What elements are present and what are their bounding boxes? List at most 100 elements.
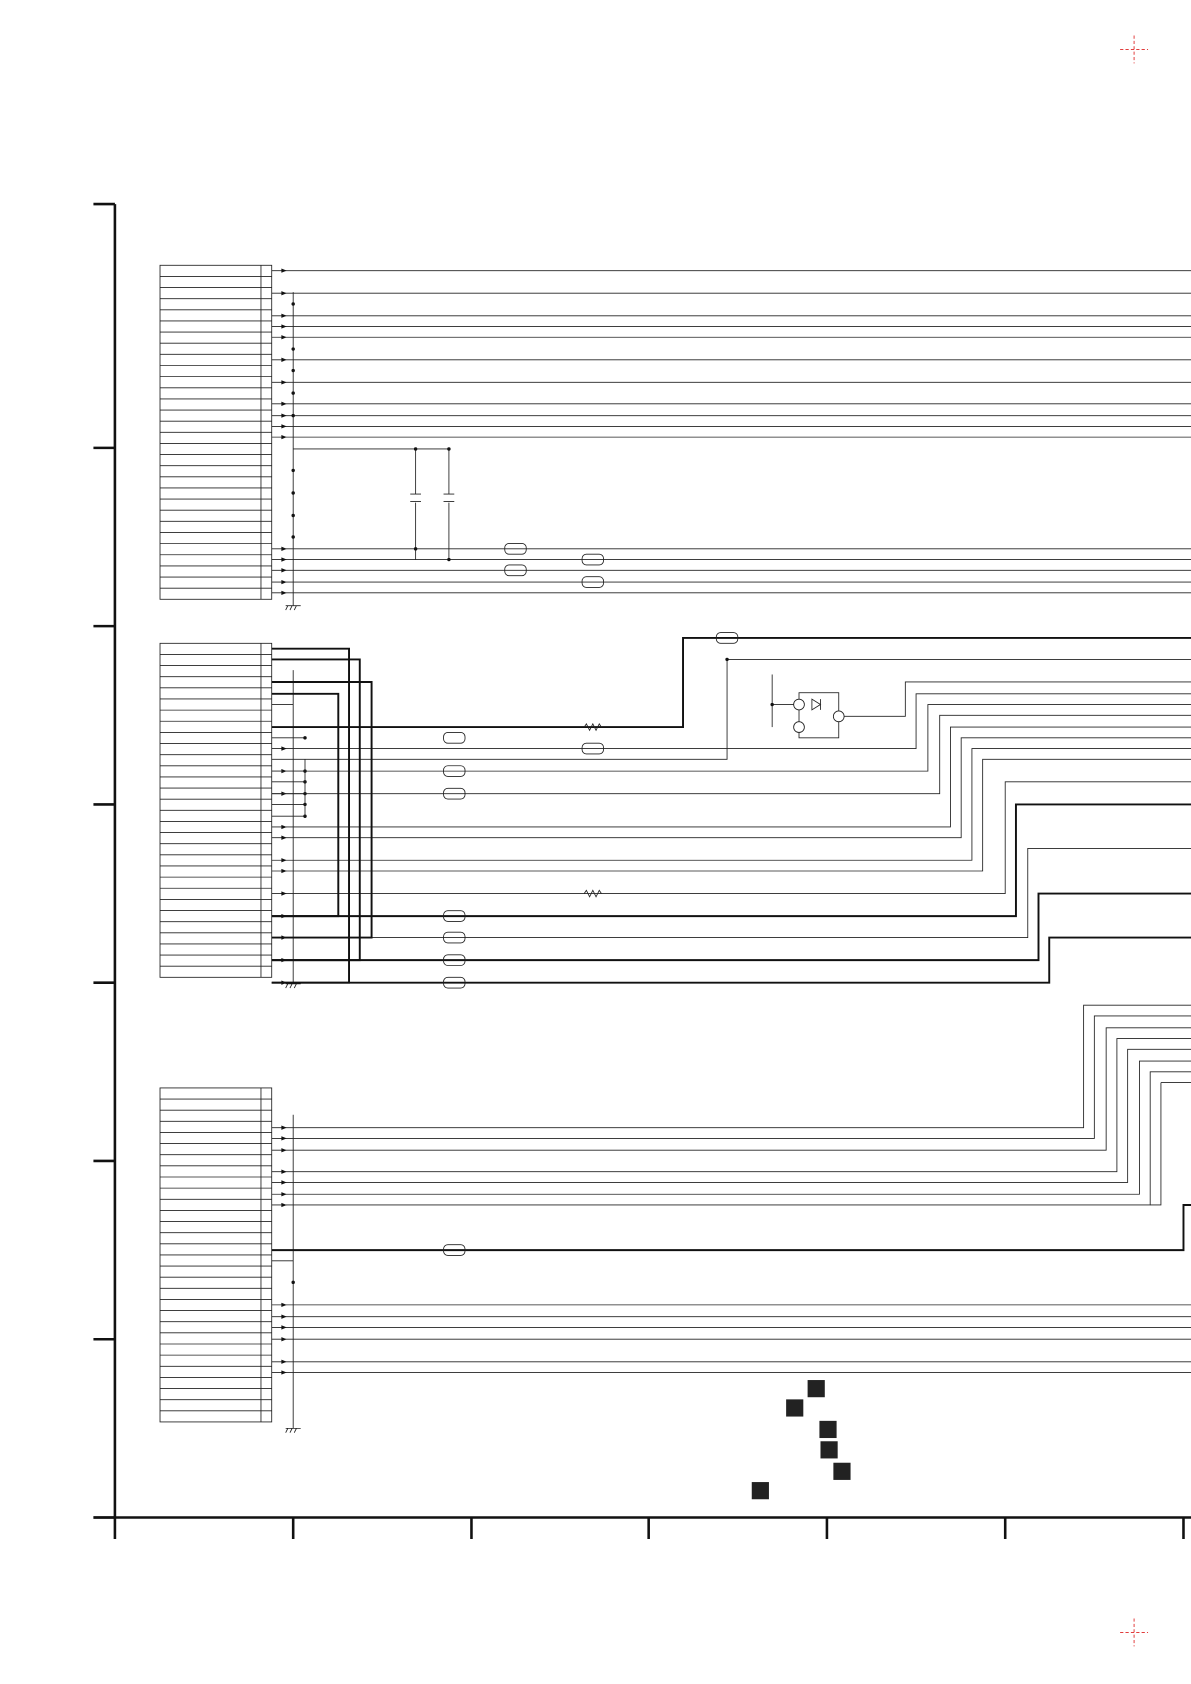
pin-arrow bbox=[281, 590, 287, 595]
pin-arrow bbox=[281, 891, 287, 896]
pin-arrow bbox=[281, 434, 287, 440]
wire bbox=[271, 726, 1191, 828]
wire bbox=[271, 758, 1191, 872]
connector bbox=[159, 642, 301, 989]
wire bbox=[271, 1060, 1191, 1195]
wire bbox=[271, 737, 1191, 839]
ferrite bbox=[443, 976, 466, 989]
pin-arrow bbox=[281, 1302, 287, 1308]
marker bbox=[807, 1380, 825, 1398]
wire bbox=[271, 748, 1191, 861]
pin-arrow bbox=[281, 380, 287, 385]
pin-arrow bbox=[281, 557, 287, 562]
ground bbox=[285, 1427, 301, 1433]
wire bbox=[271, 803, 1191, 918]
junction bbox=[291, 1280, 295, 1285]
wire bbox=[271, 1004, 1191, 1129]
pin-arrow bbox=[281, 568, 287, 573]
frame bbox=[93, 202, 1191, 1539]
wire bbox=[1150, 1082, 1162, 1206]
junction bbox=[447, 447, 451, 451]
pin-arrow bbox=[281, 1202, 287, 1208]
pin-arrow bbox=[281, 1337, 287, 1342]
capacitor bbox=[443, 493, 455, 502]
wire bbox=[271, 892, 1191, 962]
ferrite bbox=[443, 1244, 466, 1256]
ferrite bbox=[504, 543, 527, 555]
wire bbox=[271, 659, 728, 760]
junction bbox=[291, 413, 295, 418]
wire bbox=[271, 704, 1191, 772]
pin-arrow bbox=[281, 1125, 287, 1130]
pin-arrow bbox=[281, 413, 287, 418]
ferrite bbox=[581, 742, 604, 755]
pin-arrow bbox=[281, 1370, 287, 1375]
ferrite bbox=[581, 576, 604, 588]
wire bbox=[271, 714, 1191, 795]
marker bbox=[833, 1462, 851, 1480]
junction bbox=[291, 468, 295, 473]
terminal bbox=[793, 698, 805, 711]
pin-arrow bbox=[281, 324, 287, 329]
pin-arrow bbox=[281, 858, 287, 863]
pin-arrow bbox=[281, 313, 287, 318]
ferrite bbox=[443, 910, 466, 922]
ferrite bbox=[443, 732, 466, 744]
wire bbox=[271, 647, 350, 984]
pin-arrow bbox=[281, 868, 287, 874]
terminal bbox=[793, 721, 805, 733]
ferrite bbox=[443, 931, 466, 944]
pin-arrow bbox=[281, 546, 287, 551]
junction bbox=[291, 302, 295, 306]
capacitor bbox=[410, 493, 421, 502]
pin-arrow bbox=[281, 1148, 287, 1153]
junction bbox=[413, 547, 418, 551]
pin-arrow bbox=[281, 1169, 287, 1174]
pin-arrow bbox=[281, 1325, 287, 1330]
junction bbox=[413, 447, 418, 451]
junction bbox=[291, 347, 295, 351]
diode bbox=[811, 698, 822, 711]
crop-mark bbox=[1120, 35, 1149, 1647]
pin-arrow bbox=[281, 1136, 287, 1141]
wire bbox=[271, 692, 340, 918]
pin-arrow bbox=[281, 1180, 287, 1185]
pin-arrow bbox=[281, 1359, 287, 1364]
pin-arrow bbox=[281, 291, 287, 296]
wire bbox=[271, 848, 1191, 939]
junction bbox=[303, 736, 307, 740]
ferrite bbox=[443, 787, 466, 800]
pin-arrow bbox=[281, 824, 287, 830]
ferrite bbox=[581, 553, 604, 566]
wire bbox=[271, 1027, 1191, 1151]
ground bbox=[285, 605, 301, 611]
ferrite bbox=[715, 632, 739, 644]
wire bbox=[271, 1015, 1191, 1139]
wire bbox=[271, 636, 1191, 729]
junction bbox=[291, 491, 295, 495]
wire bbox=[271, 658, 361, 962]
wire bbox=[271, 936, 1191, 984]
pin-arrow bbox=[281, 1192, 287, 1197]
wire bbox=[271, 693, 1191, 749]
junction bbox=[291, 513, 295, 518]
ferrite bbox=[443, 765, 466, 777]
pin-arrow bbox=[281, 401, 287, 406]
connector bbox=[159, 264, 301, 611]
pin-arrow bbox=[281, 357, 287, 362]
junction bbox=[447, 557, 451, 562]
marker bbox=[751, 1482, 769, 1500]
ferrite bbox=[504, 564, 527, 577]
wire bbox=[271, 1038, 1191, 1173]
connector bbox=[159, 1087, 301, 1433]
pin-arrow bbox=[281, 335, 287, 340]
pin-arrow bbox=[281, 424, 287, 429]
pin-arrow bbox=[281, 1314, 287, 1319]
junction bbox=[770, 702, 774, 707]
junction bbox=[725, 657, 729, 662]
pin-arrow bbox=[281, 746, 287, 751]
marker bbox=[820, 1441, 838, 1459]
terminal bbox=[832, 710, 845, 723]
